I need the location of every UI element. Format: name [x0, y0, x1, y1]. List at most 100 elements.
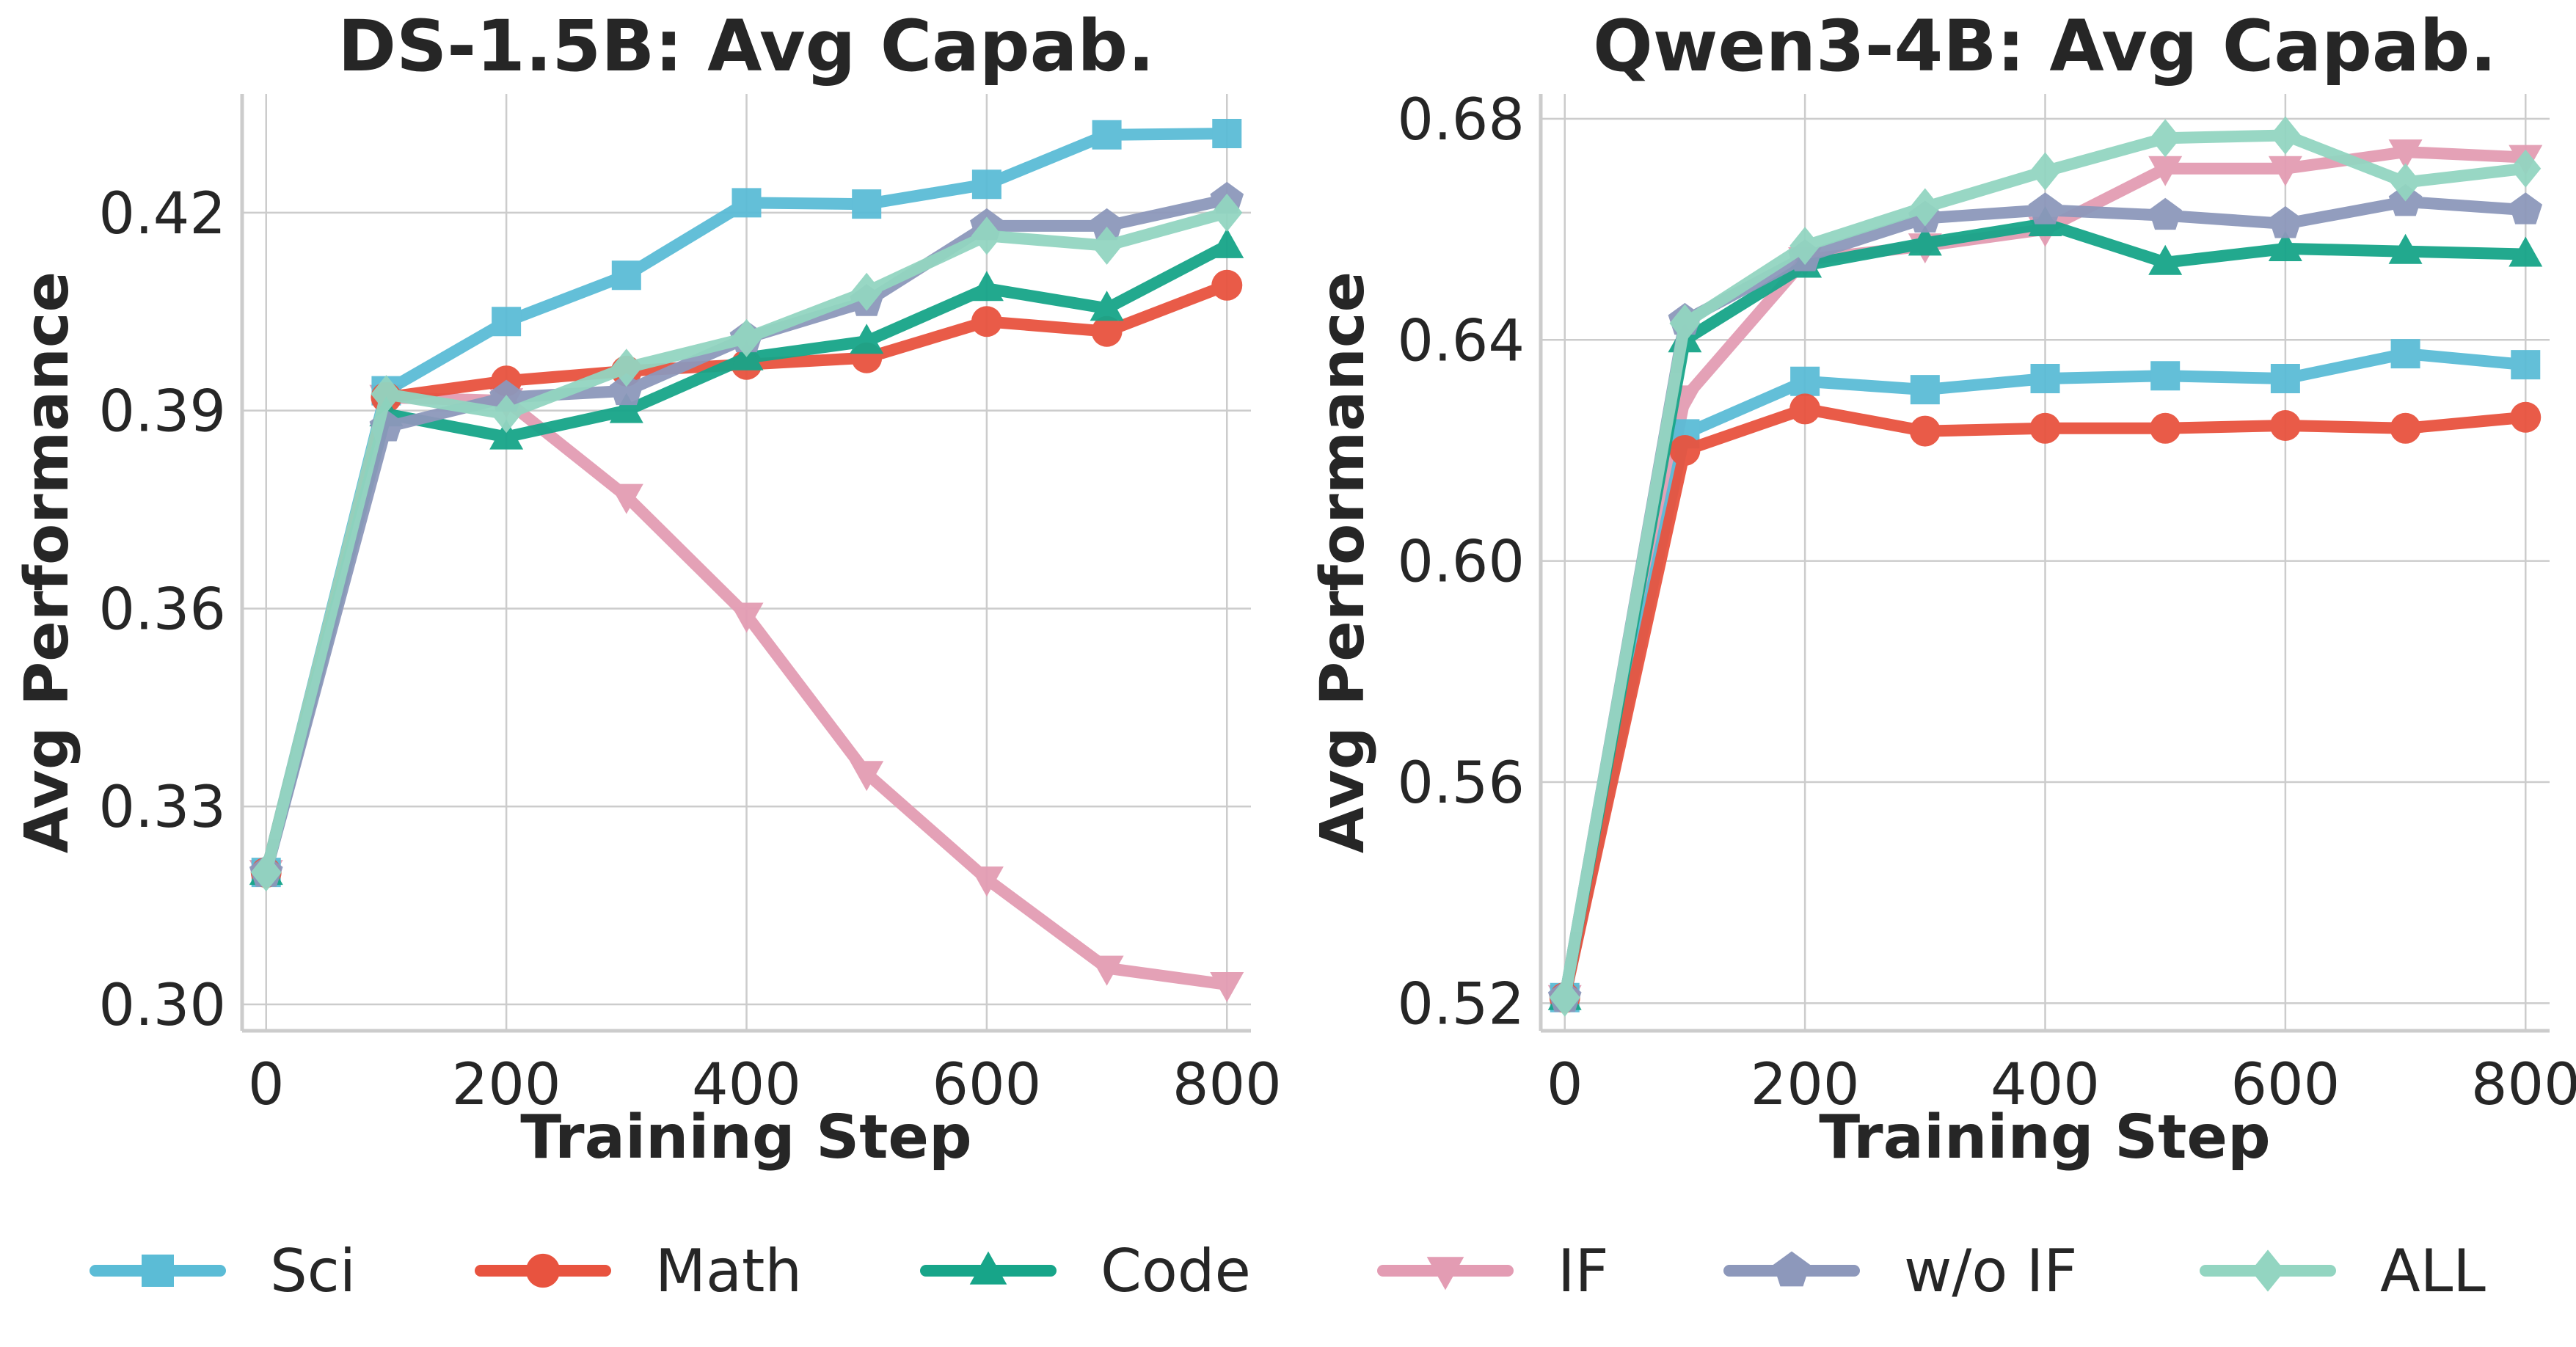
legend-label: ALL [2380, 1237, 2486, 1305]
data-point-all [1211, 193, 1243, 232]
data-point-code [969, 271, 1004, 302]
legend-marker [525, 1253, 561, 1288]
data-point-all [250, 853, 282, 892]
x-tick-label: 0 [1547, 1052, 1583, 1118]
data-point-math [1789, 393, 1821, 425]
data-point-all [971, 216, 1002, 255]
data-point-math [1091, 315, 1123, 347]
legend-item-math: Math [475, 1237, 802, 1305]
legend-label: IF [1558, 1237, 1609, 1305]
data-point-all [1091, 226, 1123, 265]
data-point-if [1090, 955, 1124, 986]
data-point-all [2510, 149, 2542, 188]
data-point-sci [611, 260, 641, 291]
data-point-all [2029, 152, 2061, 191]
legend-item-code: Code [920, 1237, 1251, 1305]
data-point-w-o-if [2509, 192, 2543, 224]
y-tick-label: 0.52 [1397, 971, 1525, 1037]
x-axis-label: Training Step [520, 1103, 971, 1172]
legend-marker [969, 1251, 1007, 1285]
x-tick-label: 400 [1991, 1052, 2100, 1118]
chart-title: DS-1.5B: Avg Capab. [337, 5, 1154, 87]
data-point-w-o-if [2269, 206, 2302, 238]
series-all [250, 193, 1243, 892]
data-point-w-o-if [2028, 192, 2062, 224]
legend-item-all: ALL [2200, 1237, 2486, 1305]
data-point-if [1210, 972, 1244, 1003]
data-point-all [1669, 304, 1701, 343]
x-tick-label: 200 [452, 1052, 561, 1118]
legend-marker [1426, 1257, 1464, 1291]
data-point-sci [2511, 350, 2541, 380]
y-tick-label: 0.30 [98, 973, 226, 1039]
data-point-sci [1790, 366, 1820, 396]
data-point-code [850, 324, 884, 354]
chart-panel-qwen3-4b: 0.52 0.56 0.60 0.64 0.68 0 200 400 600 800 Qwen3-4… [1308, 5, 2576, 1172]
data-point-sci [971, 169, 1001, 200]
data-point-code [2388, 233, 2423, 264]
data-point-sci [1212, 118, 1242, 148]
x-tick-label: 800 [2471, 1052, 2576, 1118]
data-point-if [969, 866, 1004, 897]
chart-panel-ds-1-5b: 0.30 0.33 0.36 0.39 0.42 0 200 400 600 800 DS-1.5B… [12, 5, 1282, 1172]
data-point-if [2268, 156, 2302, 186]
data-point-math [2510, 401, 2542, 433]
data-point-math [2390, 412, 2421, 444]
data-point-if [2148, 156, 2183, 186]
y-tick-label: 0.42 [98, 181, 226, 247]
legend-label: Math [655, 1237, 802, 1305]
x-axis-label: Training Step [1819, 1103, 2270, 1172]
y-axis-label: Avg Performance [1308, 271, 1378, 853]
data-point-code [2148, 244, 2183, 275]
data-point-math [1909, 415, 1941, 447]
x-tick-label: 600 [932, 1052, 1041, 1118]
data-point-code [609, 393, 643, 423]
data-point-sci [492, 307, 522, 337]
data-point-sci [2150, 361, 2181, 391]
data-point-w-o-if [609, 373, 643, 406]
y-tick-label: 0.33 [98, 775, 226, 841]
legend-marker [142, 1255, 174, 1287]
data-point-all [2269, 116, 2301, 155]
y-tick-label: 0.39 [98, 379, 226, 445]
data-point-all [851, 272, 883, 311]
data-point-math [1669, 434, 1701, 466]
legend-marker [2250, 1249, 2285, 1292]
data-point-math [971, 306, 1002, 337]
data-point-code [1090, 291, 1124, 321]
data-point-if [609, 483, 643, 514]
data-point-code [2268, 230, 2302, 261]
y-tick-label: 0.60 [1397, 530, 1525, 596]
legend: Sci Math Code IF w/o IF ALL [90, 1237, 2486, 1305]
data-point-if [850, 761, 884, 792]
y-tick-label: 0.56 [1397, 751, 1525, 817]
y-axis-label: Avg Performance [12, 271, 82, 853]
data-point-all [371, 375, 402, 414]
data-point-if [2388, 139, 2423, 170]
data-point-math [1211, 269, 1243, 301]
data-point-all [1549, 978, 1580, 1017]
data-point-all [731, 318, 762, 357]
data-point-code [489, 419, 524, 450]
data-point-w-o-if [1090, 208, 1124, 241]
data-point-sci [2270, 363, 2300, 393]
chart-title: Qwen3-4B: Avg Capab. [1593, 5, 2497, 87]
data-point-sci [731, 188, 762, 218]
legend-label: Code [1101, 1237, 1251, 1305]
x-tick-label: 800 [1172, 1052, 1282, 1118]
data-point-w-o-if [2148, 197, 2183, 230]
data-point-all [2390, 163, 2421, 202]
data-point-sci [1910, 375, 1940, 405]
data-point-all [1789, 227, 1821, 266]
data-point-sci [2390, 339, 2420, 369]
x-tick-label: 600 [2230, 1052, 2340, 1118]
data-point-math [2150, 412, 2181, 444]
legend-label: w/o IF [1904, 1237, 2077, 1305]
data-point-all [1909, 188, 1941, 227]
data-point-code [1908, 225, 1942, 256]
series-all [1549, 116, 2542, 1017]
legend-item-w-o-if: w/o IF [1723, 1237, 2077, 1305]
legend-label: Sci [270, 1237, 356, 1305]
y-tick-label: 0.68 [1397, 87, 1525, 153]
